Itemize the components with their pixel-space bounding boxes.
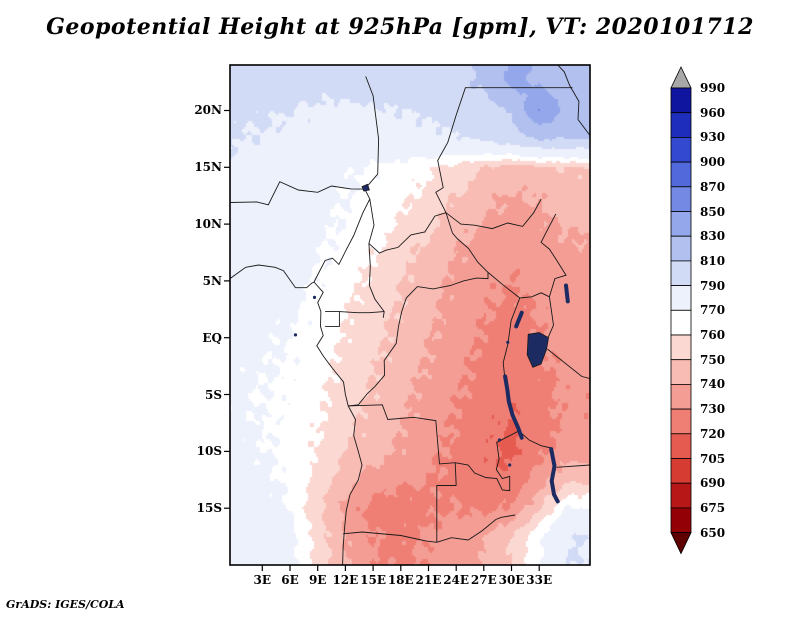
lon-tick-label: 6E — [281, 573, 299, 587]
lon-tick-label: 3E — [253, 573, 272, 587]
colorbar-tick-label: 790 — [700, 278, 726, 293]
colorbar-tick-label: 830 — [700, 229, 726, 244]
colorbar-tick-label: 740 — [700, 377, 726, 392]
colorbar-tick-label: 650 — [700, 525, 726, 540]
colorbar-tick-label: 760 — [700, 328, 726, 342]
lon-tick-label: 27E — [470, 573, 497, 587]
field-heatmap — [230, 65, 590, 565]
colorbar-tick-label: 750 — [700, 352, 726, 367]
colorbar-tick-label: 730 — [700, 402, 726, 417]
colorbar-tick-label: 675 — [700, 500, 726, 515]
colorbar-tick-label: 720 — [700, 426, 726, 441]
lat-tick-label: 10S — [196, 444, 222, 459]
lat-tick-label: 15N — [194, 160, 222, 175]
map-borders-overlay — [230, 65, 590, 565]
lon-tick-label: 21E — [415, 573, 442, 587]
colorbar-tick-label: 900 — [700, 155, 726, 170]
lat-tick-label: 15S — [196, 501, 222, 516]
lon-tick-label: 24E — [443, 573, 470, 587]
lat-tick-label: 10N — [194, 217, 222, 232]
lon-tick-label: 18E — [387, 573, 414, 587]
colorbar-tick-label: 690 — [700, 476, 726, 491]
colorbar-tick-label: 705 — [700, 451, 726, 466]
lon-tick-label: 9E — [308, 573, 327, 587]
lon-tick-label: 15E — [360, 573, 386, 587]
lat-tick-label: EQ — [202, 330, 222, 345]
colorbar: 990 960 930 900 870 850 830 810 790 770 760 750 740 7… — [670, 66, 740, 558]
lon-tick-label: 30E — [498, 573, 525, 587]
colorbar-tick-label: 770 — [700, 303, 726, 318]
lon-tick-label: 12E — [332, 573, 359, 587]
colorbar-tick-label: 990 — [700, 81, 726, 95]
colorbar-tick-label: 930 — [700, 130, 726, 145]
map-frame — [224, 64, 591, 571]
map-panel — [224, 64, 591, 571]
lon-tick-label: 33E — [526, 573, 553, 587]
colorbar-tick-label: 850 — [700, 204, 726, 219]
colorbar-tick-label: 870 — [700, 179, 726, 194]
colorbar-tick-label: 960 — [700, 105, 726, 120]
credit-text: GrADS: IGES/COLA — [6, 598, 125, 611]
page-title: Geopotential Height at 925hPa [gpm], VT:… — [46, 14, 754, 40]
colorbar-scale — [670, 66, 692, 555]
lat-tick-label: 20N — [194, 103, 222, 118]
lat-tick-label: 5S — [204, 387, 222, 402]
lat-tick-label: 5N — [202, 273, 222, 288]
colorbar-tick-label: 810 — [700, 253, 726, 268]
